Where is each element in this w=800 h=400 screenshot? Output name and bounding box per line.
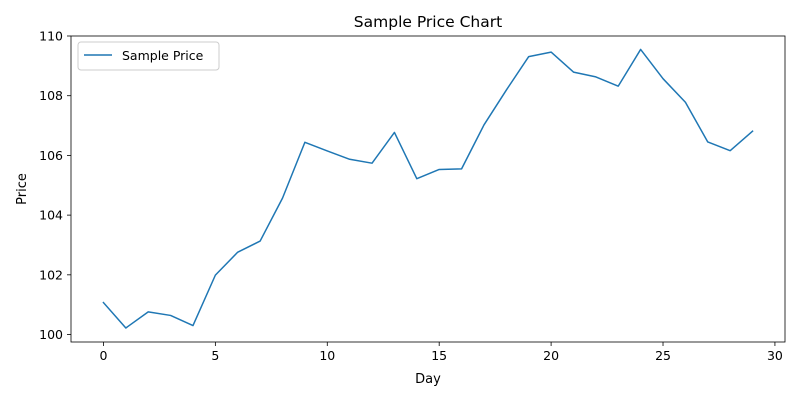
x-tick-label: 30 [767,348,783,363]
legend-box [77,41,220,71]
series-line-sample-price [102,48,754,329]
x-tick-label: 20 [543,348,559,363]
legend: Sample Price [77,41,220,71]
y-tick-label: 106 [39,148,63,163]
chart-title: Sample Price Chart [354,13,502,31]
x-tick-label: 5 [211,348,219,363]
x-axis-title: Day [415,372,441,387]
y-axis-title: Price [15,173,30,205]
y-tick-label: 108 [39,88,63,103]
y-tick-label: 100 [39,327,63,342]
axes-frame [70,35,786,343]
plot-area [102,48,754,329]
x-tick-label: 0 [99,348,107,363]
x-tick-label: 15 [431,348,447,363]
axes: 0 5 10 15 20 25 30 100 102 104 106 108 110 [39,29,786,363]
y-tick-label: 110 [39,29,63,44]
y-tick-label: 102 [39,267,63,282]
x-tick-label: 10 [319,348,335,363]
x-tick-label: 25 [655,348,671,363]
legend-label-sample-price: Sample Price [122,48,204,63]
y-tick-label: 104 [39,208,63,223]
